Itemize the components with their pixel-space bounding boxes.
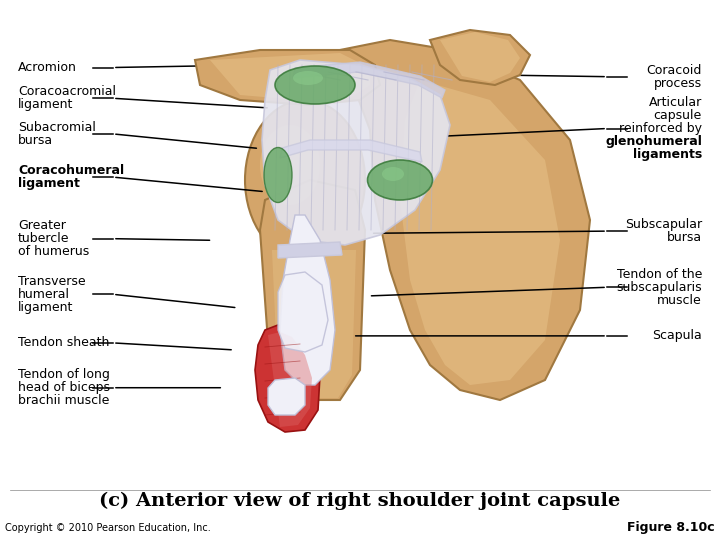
Text: bursa: bursa bbox=[18, 134, 53, 147]
Polygon shape bbox=[272, 250, 356, 398]
Text: head of biceps: head of biceps bbox=[18, 381, 110, 394]
Ellipse shape bbox=[382, 167, 404, 181]
Text: Figure 8.10c: Figure 8.10c bbox=[627, 522, 715, 535]
Polygon shape bbox=[268, 378, 305, 415]
Text: Coracohumeral: Coracohumeral bbox=[18, 164, 124, 177]
Text: Coracoid: Coracoid bbox=[647, 64, 702, 77]
Ellipse shape bbox=[293, 71, 323, 85]
Polygon shape bbox=[400, 80, 560, 385]
Text: Tendon of long: Tendon of long bbox=[18, 368, 110, 381]
Text: glenohumeral: glenohumeral bbox=[605, 135, 702, 148]
Polygon shape bbox=[268, 332, 312, 427]
Text: Acromion: Acromion bbox=[18, 61, 77, 74]
Polygon shape bbox=[260, 180, 365, 400]
Text: of humerus: of humerus bbox=[18, 245, 89, 258]
Text: Greater: Greater bbox=[18, 219, 66, 232]
Polygon shape bbox=[255, 325, 320, 432]
Polygon shape bbox=[293, 62, 445, 98]
Text: brachii muscle: brachii muscle bbox=[18, 394, 109, 407]
Polygon shape bbox=[440, 32, 520, 82]
Polygon shape bbox=[278, 242, 342, 258]
Text: bursa: bursa bbox=[667, 231, 702, 244]
Text: Copyright © 2010 Pearson Education, Inc.: Copyright © 2010 Pearson Education, Inc. bbox=[5, 523, 211, 533]
Ellipse shape bbox=[245, 100, 365, 260]
Text: ligament: ligament bbox=[18, 98, 73, 111]
Text: capsule: capsule bbox=[654, 109, 702, 122]
Ellipse shape bbox=[367, 160, 433, 200]
Text: Coracoacromial: Coracoacromial bbox=[18, 85, 116, 98]
Text: Subacromial: Subacromial bbox=[18, 121, 96, 134]
Text: Articular: Articular bbox=[649, 96, 702, 109]
Text: tubercle: tubercle bbox=[18, 232, 70, 245]
Ellipse shape bbox=[275, 66, 355, 104]
Text: subscapularis: subscapularis bbox=[616, 281, 702, 294]
Polygon shape bbox=[280, 215, 335, 385]
Polygon shape bbox=[430, 30, 530, 85]
Text: Tendon sheath: Tendon sheath bbox=[18, 336, 109, 349]
Polygon shape bbox=[210, 53, 370, 100]
Text: Tendon of the: Tendon of the bbox=[616, 268, 702, 281]
Text: Scapula: Scapula bbox=[652, 329, 702, 342]
Text: Transverse: Transverse bbox=[18, 275, 86, 288]
Ellipse shape bbox=[260, 125, 320, 205]
Polygon shape bbox=[195, 50, 380, 105]
Polygon shape bbox=[278, 272, 328, 352]
Text: muscle: muscle bbox=[657, 294, 702, 307]
Text: humeral: humeral bbox=[18, 288, 70, 301]
Text: ligament: ligament bbox=[18, 301, 73, 314]
Polygon shape bbox=[280, 140, 422, 162]
Polygon shape bbox=[262, 60, 450, 245]
Text: ligament: ligament bbox=[18, 177, 80, 190]
Text: reinforced by: reinforced by bbox=[619, 122, 702, 135]
Ellipse shape bbox=[264, 147, 292, 202]
Polygon shape bbox=[340, 40, 590, 400]
Text: (c) Anterior view of right shoulder joint capsule: (c) Anterior view of right shoulder join… bbox=[99, 492, 621, 510]
Text: process: process bbox=[654, 77, 702, 90]
Text: ligaments: ligaments bbox=[633, 148, 702, 161]
Text: Subscapular: Subscapular bbox=[625, 218, 702, 231]
